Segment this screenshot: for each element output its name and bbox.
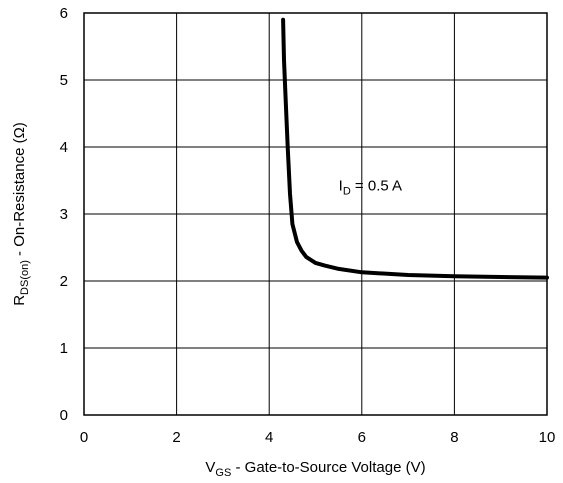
x-tick-label: 0 — [80, 429, 88, 446]
y-tick-label: 6 — [60, 5, 68, 22]
annotation-id: ID = 0.5 A — [339, 178, 402, 198]
grid — [84, 13, 547, 415]
x-axis-title: VGS - Gate-to-Source Voltage (V) — [205, 459, 425, 479]
y-tick-label: 5 — [60, 72, 68, 89]
y-tick-label: 0 — [60, 407, 68, 424]
y-tick-label: 4 — [60, 139, 68, 156]
plot-frame — [83, 12, 548, 416]
x-tick-labels: 0 2 4 6 8 10 — [80, 429, 556, 446]
y-tick-label: 3 — [60, 206, 68, 223]
series-line — [281, 17, 549, 280]
x-tick-label: 2 — [172, 429, 180, 446]
x-tick-label: 10 — [539, 429, 556, 446]
x-tick-label: 6 — [358, 429, 366, 446]
y-tick-labels: 0 1 2 3 4 5 6 — [60, 5, 68, 424]
y-axis-title: RDS(on) - On-Resistance (Ω) — [11, 122, 31, 306]
y-tick-label: 2 — [60, 273, 68, 290]
x-tick-label: 4 — [265, 429, 273, 446]
x-tick-label: 8 — [450, 429, 458, 446]
y-tick-label: 1 — [60, 340, 68, 357]
